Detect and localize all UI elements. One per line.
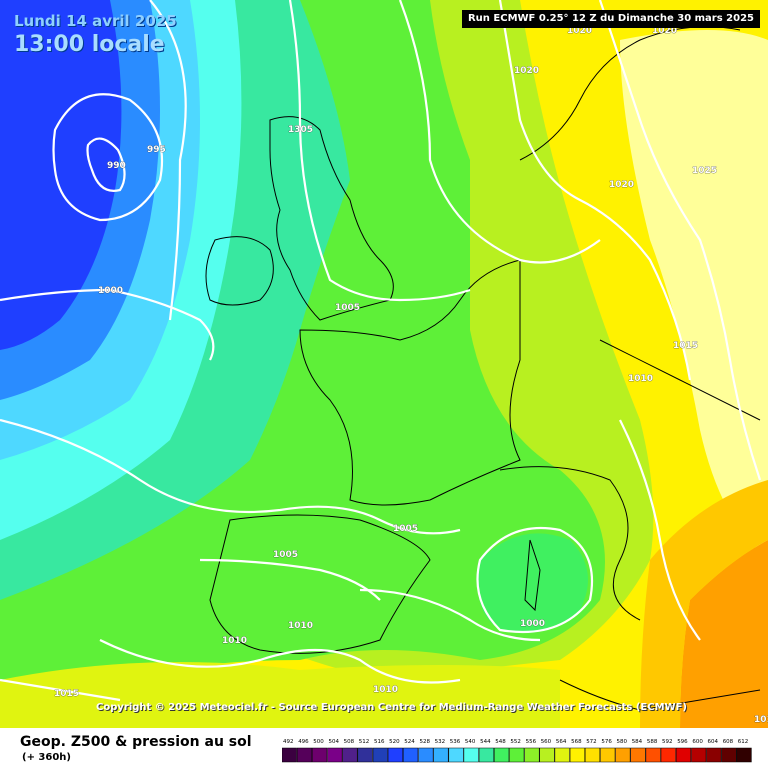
scale-tick-label: 508 <box>344 739 355 745</box>
isobar-label: 1020 <box>609 180 634 190</box>
isobar-label: 1025 <box>692 166 717 176</box>
scale-tick-label: 576 <box>601 739 612 745</box>
isobar-label: 1010 <box>754 715 768 725</box>
scale-tick-label: 600 <box>692 739 703 745</box>
scale-tick-label: 592 <box>662 739 673 745</box>
scale-swatch <box>433 747 449 763</box>
isobar-label: 1015 <box>673 341 698 351</box>
scale-tick-label: 532 <box>435 739 446 745</box>
color-scale: 492 496 500 504 508 512 516 520 524 528 532 536 540 5… <box>282 739 752 763</box>
med-low-green <box>477 533 588 633</box>
scale-tick-label: 612 <box>738 739 749 745</box>
scale-swatch <box>736 747 752 763</box>
scale-tick-label: 548 <box>495 739 506 745</box>
scale-swatch <box>691 747 707 763</box>
scale-tick-label: 520 <box>389 739 400 745</box>
scale-swatch <box>478 747 494 763</box>
scale-tick-label: 500 <box>313 739 324 745</box>
forecast-date: Lundi 14 avril 2025 <box>14 12 177 30</box>
scale-swatch <box>660 747 676 763</box>
scale-tick-label: 560 <box>541 739 552 745</box>
scale-tick-label: 536 <box>450 739 461 745</box>
south-yellow-band <box>0 662 560 728</box>
scale-swatch <box>494 747 510 763</box>
isobar-label: 1020 <box>514 66 539 76</box>
scale-swatch <box>539 747 555 763</box>
isobar-label: 1010 <box>288 621 313 631</box>
scale-swatch <box>721 747 737 763</box>
copyright-notice: Copyright © 2025 Meteociel.fr - Source E… <box>96 702 687 713</box>
run-info-banner: Run ECMWF 0.25° 12 Z du Dimanche 30 mars… <box>462 10 760 28</box>
scale-tick-label: 564 <box>556 739 567 745</box>
scale-swatch <box>357 747 373 763</box>
scale-swatch <box>372 747 388 763</box>
scale-swatch <box>645 747 661 763</box>
isobar-label: 1020 <box>567 26 592 36</box>
isobar-label: 1015 <box>54 689 79 699</box>
scale-swatch <box>509 747 525 763</box>
isobar-label: 1005 <box>273 550 298 560</box>
isobar-label: 1020 <box>652 26 677 36</box>
scale-tick-label: 580 <box>617 739 628 745</box>
scale-tick-label: 556 <box>526 739 537 745</box>
scale-swatch <box>282 747 297 763</box>
isobar-label: 1010 <box>222 636 247 646</box>
deep-blue-field <box>0 0 122 350</box>
scale-swatch <box>463 747 479 763</box>
scale-swatch <box>675 747 692 763</box>
scale-tick-label: 528 <box>420 739 431 745</box>
forecast-lead-time: (+ 360h) <box>22 752 71 763</box>
isobar-label: 1005 <box>335 303 360 313</box>
scale-swatch <box>600 747 616 763</box>
scale-tick-label: 544 <box>480 739 491 745</box>
scale-tick-label: 516 <box>374 739 385 745</box>
isobar-label: 1005 <box>393 524 418 534</box>
map-title: Geop. Z500 & pression au sol <box>20 734 252 750</box>
isobar-labels: 1020 1020 990 995 1020 1305 1025 1020 10… <box>54 26 768 726</box>
scale-tick-label: 552 <box>510 739 521 745</box>
isobars <box>0 0 762 702</box>
scale-swatch <box>554 747 570 763</box>
scale-swatch <box>630 747 646 763</box>
isobar-label: 1305 <box>288 125 313 135</box>
isobar-label: 1000 <box>98 286 123 296</box>
isobar-label: 990 <box>107 161 126 171</box>
scale-swatch <box>524 747 540 763</box>
isobar-label: 1010 <box>373 685 398 695</box>
scale-tick-label: 608 <box>723 739 734 745</box>
scale-tick-label: 524 <box>404 739 415 745</box>
scale-swatch <box>584 747 601 763</box>
scale-swatch <box>706 747 722 763</box>
corner-orange-field <box>680 540 768 728</box>
scale-swatch <box>296 747 313 763</box>
scale-tick-label: 584 <box>632 739 643 745</box>
scale-tick-label: 492 <box>283 739 294 745</box>
scale-tick-label: 496 <box>298 739 309 745</box>
scale-swatch <box>312 747 328 763</box>
isobar-label: 1000 <box>520 619 545 629</box>
scale-swatch <box>342 747 358 763</box>
forecast-time: 13:00 locale <box>14 32 165 57</box>
isobar-label: 1010 <box>628 374 653 384</box>
scale-swatch <box>615 747 631 763</box>
scale-swatch <box>569 747 585 763</box>
scale-tick-label: 596 <box>677 739 688 745</box>
scale-tick-label: 512 <box>359 739 370 745</box>
isobar-label: 995 <box>147 145 166 155</box>
scale-swatch <box>387 747 403 763</box>
scale-swatch <box>448 747 464 763</box>
scale-swatch <box>327 747 343 763</box>
pressure-map: 1020 1020 990 995 1020 1305 1025 1020 10… <box>0 0 768 728</box>
scale-swatch <box>403 747 419 763</box>
scale-tick-label: 568 <box>571 739 582 745</box>
scale-tick-label: 504 <box>329 739 340 745</box>
scale-tick-label: 604 <box>708 739 719 745</box>
scale-swatch <box>418 747 434 763</box>
scale-tick-label: 540 <box>465 739 476 745</box>
scale-tick-label: 588 <box>647 739 658 745</box>
scale-tick-label: 572 <box>586 739 597 745</box>
corner-light-orange-field <box>640 480 768 728</box>
